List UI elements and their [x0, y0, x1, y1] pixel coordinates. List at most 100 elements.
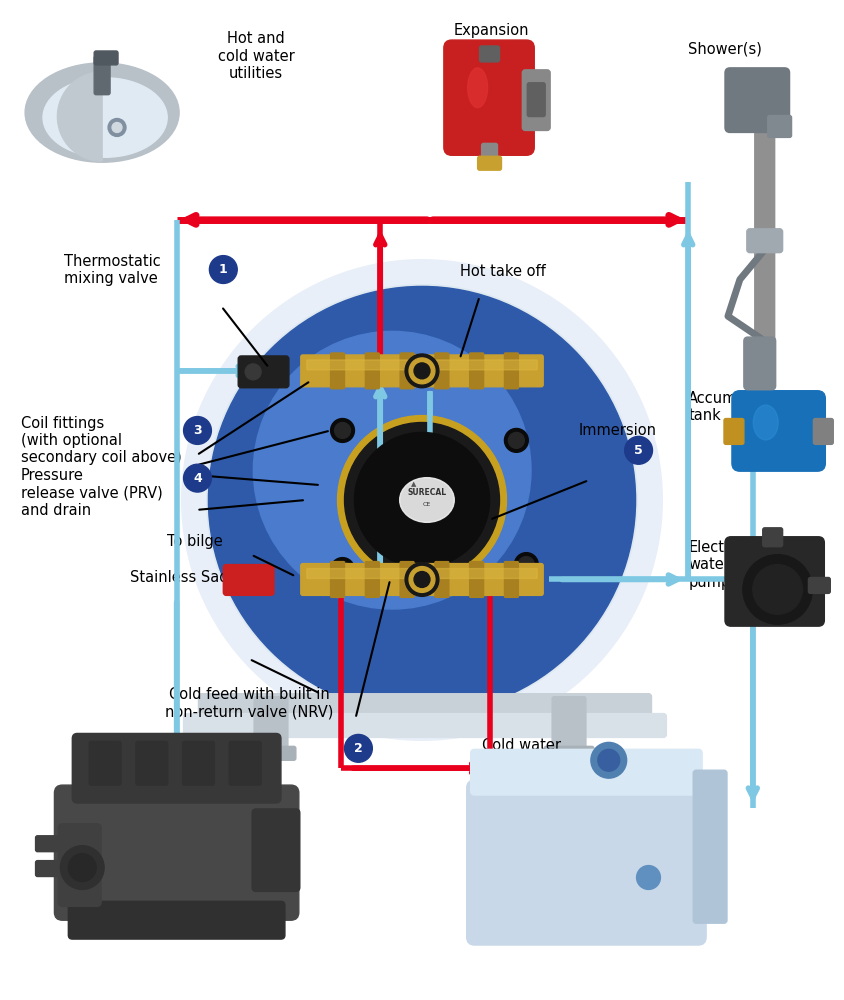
Circle shape [409, 567, 435, 592]
FancyBboxPatch shape [54, 785, 299, 920]
Text: Immersion: Immersion [579, 423, 657, 438]
FancyBboxPatch shape [725, 537, 825, 626]
Circle shape [209, 256, 237, 283]
FancyBboxPatch shape [182, 741, 214, 785]
FancyBboxPatch shape [224, 565, 274, 595]
FancyBboxPatch shape [400, 562, 414, 597]
Circle shape [68, 854, 96, 881]
Circle shape [184, 417, 211, 444]
FancyBboxPatch shape [814, 419, 833, 444]
FancyBboxPatch shape [136, 741, 168, 785]
Text: Shower(s): Shower(s) [688, 41, 762, 56]
FancyBboxPatch shape [95, 56, 110, 95]
FancyBboxPatch shape [58, 824, 101, 906]
Text: To bilge: To bilge [167, 534, 223, 549]
FancyBboxPatch shape [505, 562, 518, 597]
FancyBboxPatch shape [331, 353, 344, 389]
FancyBboxPatch shape [400, 353, 414, 389]
Circle shape [344, 423, 500, 577]
FancyBboxPatch shape [725, 68, 790, 132]
FancyBboxPatch shape [35, 836, 68, 852]
FancyBboxPatch shape [478, 156, 501, 170]
Text: Engine: Engine [149, 766, 199, 781]
Ellipse shape [468, 68, 488, 108]
FancyBboxPatch shape [469, 562, 484, 597]
Circle shape [344, 734, 372, 762]
FancyBboxPatch shape [89, 741, 121, 785]
FancyBboxPatch shape [246, 746, 296, 760]
Circle shape [331, 419, 354, 442]
FancyBboxPatch shape [365, 353, 379, 389]
Text: 4: 4 [193, 472, 202, 485]
FancyBboxPatch shape [467, 780, 706, 945]
FancyBboxPatch shape [482, 143, 497, 165]
Circle shape [338, 416, 506, 584]
FancyBboxPatch shape [300, 355, 544, 387]
Text: CE: CE [423, 502, 431, 507]
FancyBboxPatch shape [732, 391, 825, 471]
Circle shape [518, 557, 534, 573]
FancyBboxPatch shape [252, 809, 300, 891]
Circle shape [414, 572, 430, 587]
FancyBboxPatch shape [306, 360, 538, 370]
FancyBboxPatch shape [505, 353, 518, 389]
Circle shape [354, 432, 490, 568]
FancyBboxPatch shape [724, 419, 744, 444]
Circle shape [591, 742, 626, 778]
Circle shape [334, 423, 350, 438]
Text: Coil fittings
(with optional
secondary coil above): Coil fittings (with optional secondary c… [20, 416, 181, 465]
FancyBboxPatch shape [469, 353, 484, 389]
Circle shape [636, 866, 660, 889]
Text: Pressure
release valve (PRV)
and drain: Pressure release valve (PRV) and drain [20, 468, 162, 518]
Text: 5: 5 [634, 444, 643, 457]
Text: Accumulator
tank: Accumulator tank [688, 391, 781, 423]
Text: 1: 1 [219, 263, 228, 276]
Circle shape [409, 358, 435, 384]
Text: Expansion
Bottle: Expansion Bottle [454, 23, 529, 56]
FancyBboxPatch shape [68, 901, 285, 939]
FancyBboxPatch shape [238, 356, 289, 388]
Circle shape [505, 428, 528, 452]
Circle shape [753, 565, 803, 614]
Text: Hot and
cold water
utilities: Hot and cold water utilities [218, 31, 295, 81]
Ellipse shape [342, 420, 502, 580]
Circle shape [405, 563, 439, 596]
FancyBboxPatch shape [300, 564, 544, 595]
Ellipse shape [253, 331, 531, 609]
Circle shape [245, 364, 261, 380]
FancyBboxPatch shape [35, 861, 68, 877]
FancyBboxPatch shape [744, 337, 776, 390]
FancyBboxPatch shape [444, 40, 534, 155]
Ellipse shape [208, 286, 636, 714]
FancyBboxPatch shape [95, 51, 118, 65]
FancyBboxPatch shape [479, 46, 500, 62]
FancyBboxPatch shape [755, 120, 775, 344]
Circle shape [331, 558, 354, 581]
Text: Electric
water
pump: Electric water pump [688, 540, 743, 590]
FancyBboxPatch shape [230, 741, 261, 785]
FancyBboxPatch shape [435, 353, 449, 389]
Circle shape [184, 464, 211, 492]
Text: Cold feed with built in
non-return valve (NRV): Cold feed with built in non-return valve… [165, 687, 333, 719]
FancyBboxPatch shape [693, 770, 727, 923]
Ellipse shape [188, 267, 656, 733]
Circle shape [334, 562, 350, 577]
Text: Thermostatic
mixing valve: Thermostatic mixing valve [64, 254, 161, 286]
FancyBboxPatch shape [528, 83, 545, 117]
FancyBboxPatch shape [552, 697, 586, 755]
FancyBboxPatch shape [763, 528, 782, 547]
Text: Hot take off: Hot take off [460, 264, 545, 279]
FancyBboxPatch shape [747, 229, 782, 253]
Circle shape [625, 436, 652, 464]
Text: 3: 3 [193, 424, 202, 437]
Circle shape [405, 354, 439, 388]
FancyBboxPatch shape [809, 577, 830, 593]
Circle shape [514, 553, 538, 576]
FancyBboxPatch shape [544, 746, 594, 760]
FancyBboxPatch shape [522, 70, 550, 130]
Circle shape [414, 363, 430, 379]
Circle shape [108, 119, 126, 136]
Text: 2: 2 [354, 742, 363, 755]
FancyBboxPatch shape [331, 562, 344, 597]
Ellipse shape [754, 405, 778, 440]
